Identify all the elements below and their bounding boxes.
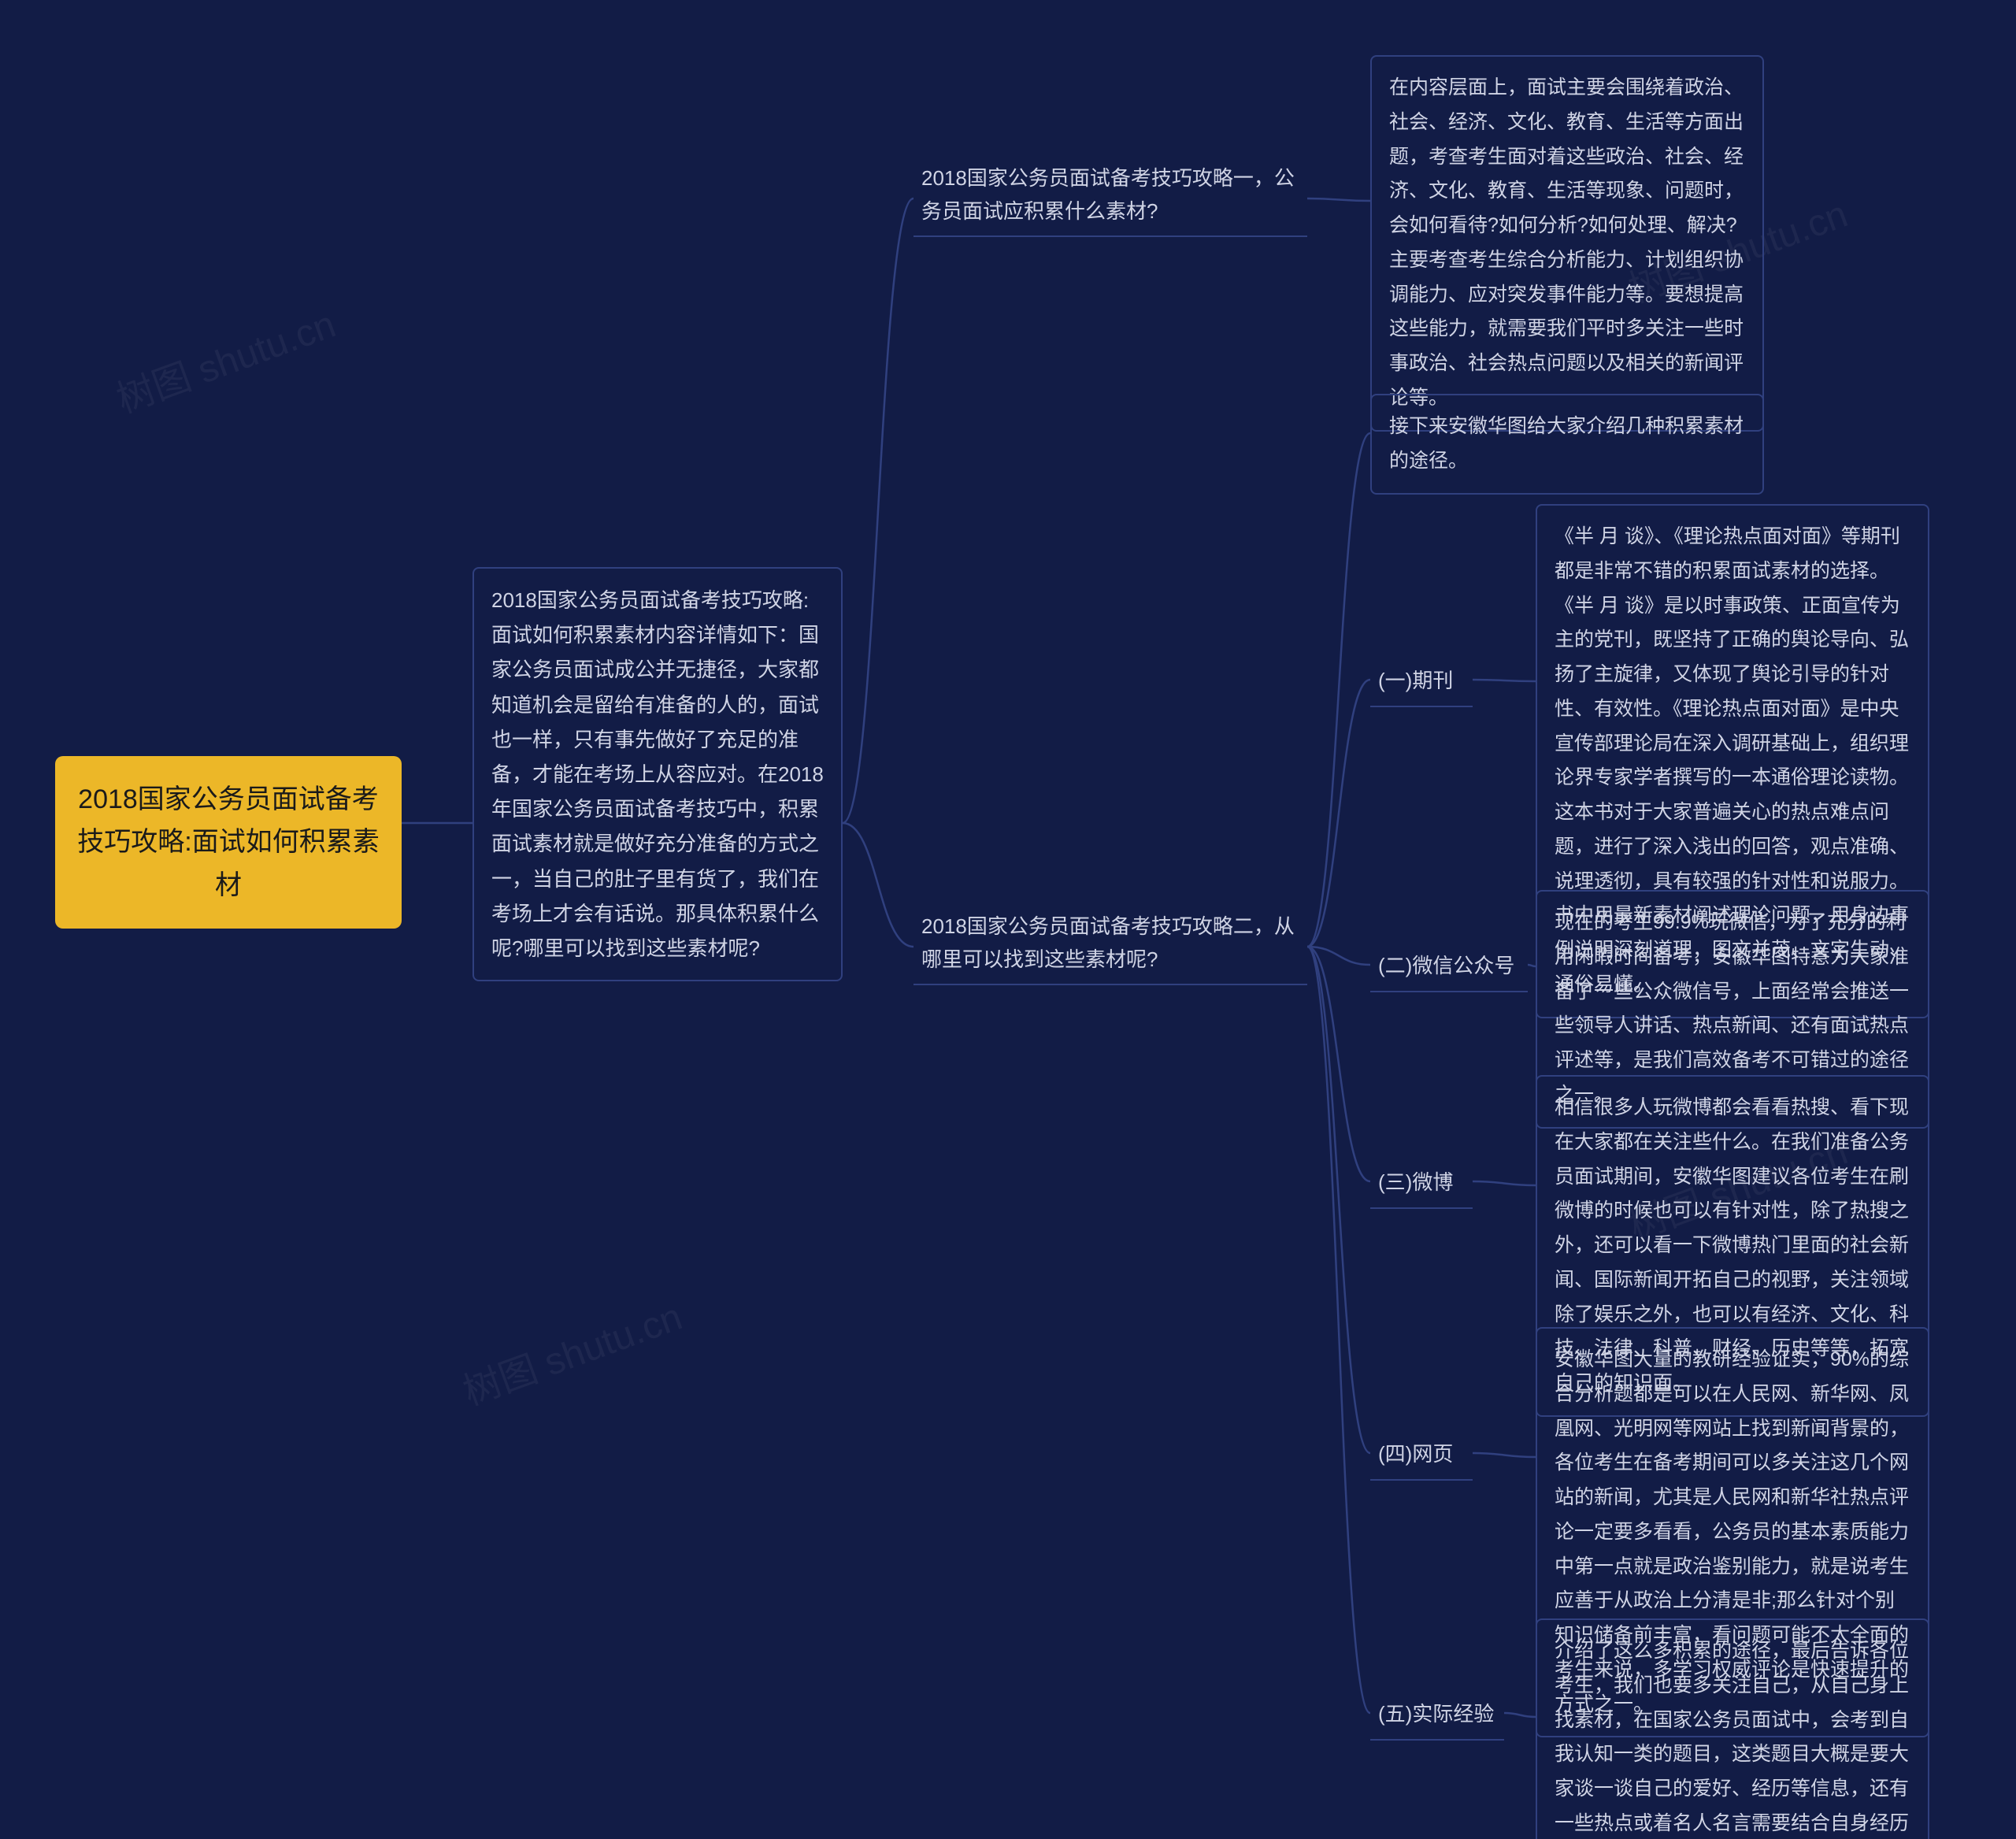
item2-label: (二)微信公众号 — [1370, 945, 1528, 992]
intro-node: 2018国家公务员面试备考技巧攻略:面试如何积累素材内容详情如下：国家公务员面试… — [472, 567, 843, 981]
branch1-content: 在内容层面上，面试主要会围绕着政治、社会、经济、文化、教育、生活等方面出题，考查… — [1370, 55, 1764, 432]
root-text: 2018国家公务员面试备考技巧攻略:面试如何积累素材 — [77, 784, 379, 900]
watermark: 树图 shutu.cn — [454, 1285, 688, 1415]
root-node: 2018国家公务员面试备考技巧攻略:面试如何积累素材 — [55, 756, 402, 929]
item5-content: 介绍了这么多积累的途径，最后告诉各位考生，我们也要多关注自己，从自己身上找素材，… — [1536, 1618, 1929, 1839]
branch2-intro: 接下来安徽华图给大家介绍几种积累素材的途径。 — [1370, 394, 1764, 495]
watermark: 树图 shutu.cn — [108, 293, 342, 423]
branch2-label: 2018国家公务员面试备考技巧攻略二，从哪里可以找到这些素材呢? — [914, 906, 1307, 985]
branch1-label: 2018国家公务员面试备考技巧攻略一，公务员面试应积累什么素材? — [914, 158, 1307, 237]
intro-text: 2018国家公务员面试备考技巧攻略:面试如何积累素材内容详情如下：国家公务员面试… — [491, 588, 824, 960]
item1-label: (一)期刊 — [1370, 660, 1473, 707]
item3-label: (三)微博 — [1370, 1162, 1473, 1209]
item5-label: (五)实际经验 — [1370, 1693, 1504, 1741]
item4-label: (四)网页 — [1370, 1433, 1473, 1481]
